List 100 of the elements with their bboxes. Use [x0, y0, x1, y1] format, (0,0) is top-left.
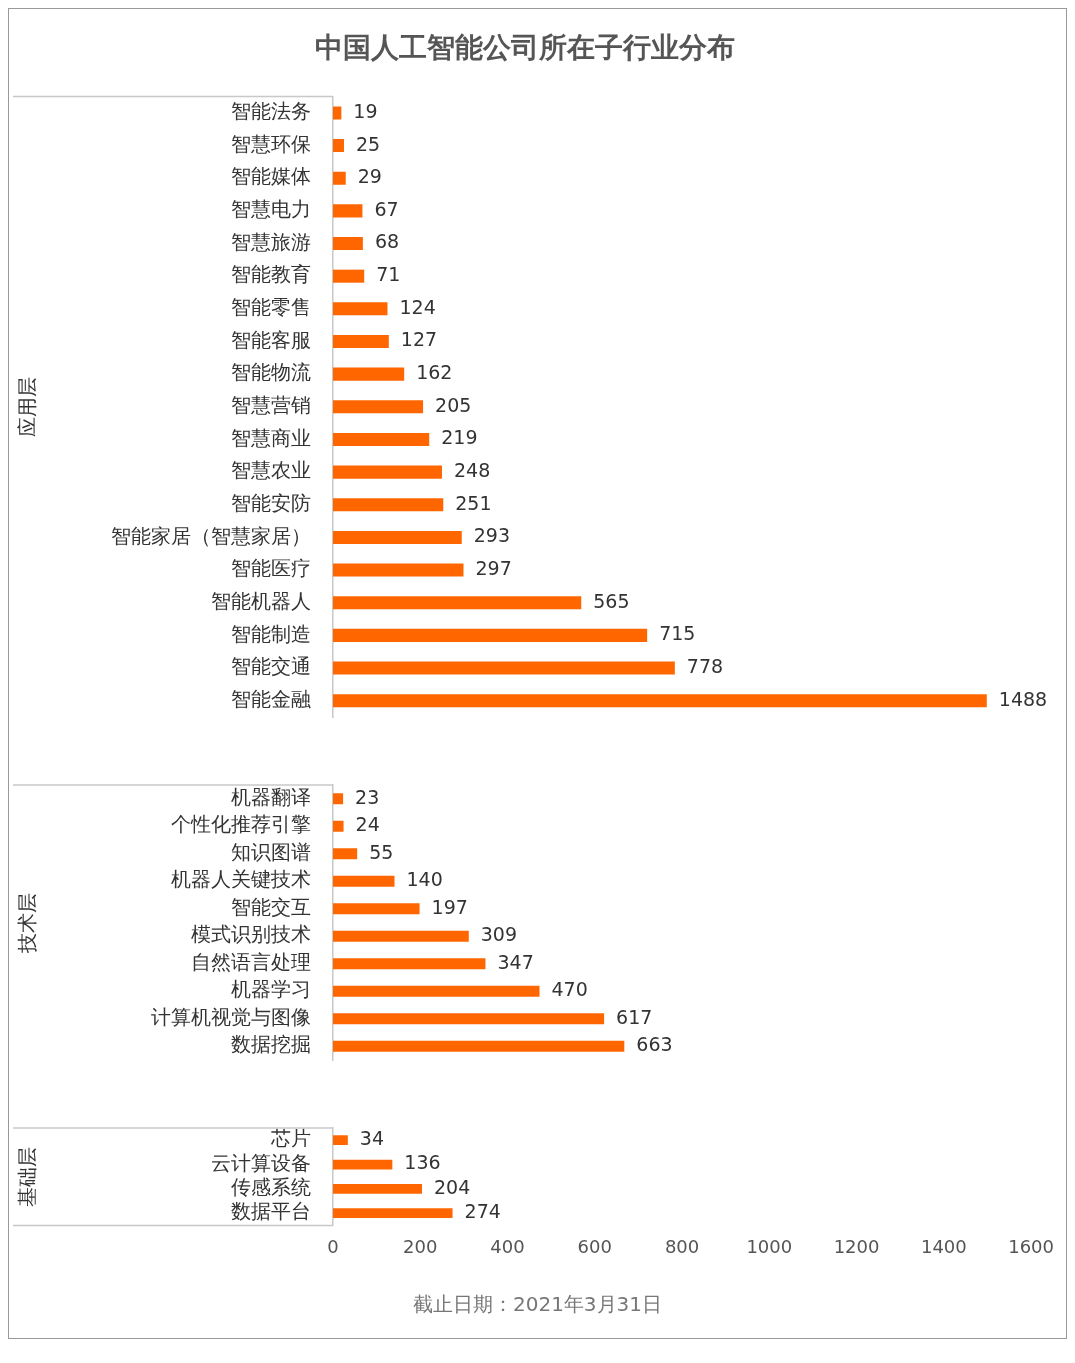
bar — [333, 1208, 453, 1219]
bar — [333, 661, 675, 675]
x-tick-label: 0 — [327, 1235, 339, 1257]
data-label: 34 — [359, 1127, 385, 1150]
data-label: 24 — [355, 813, 380, 836]
data-label: 617 — [616, 1005, 653, 1028]
data-label: 68 — [374, 230, 400, 253]
data-label: 25 — [355, 132, 381, 155]
bar — [333, 139, 344, 153]
y-tick-label: 智能家居（智慧家居） — [111, 523, 311, 548]
y-axis-title: 技术层 — [15, 892, 40, 954]
bar — [333, 465, 442, 479]
x-tick-label: 1400 — [920, 1235, 967, 1257]
bar — [333, 694, 987, 708]
y-tick-label: 智能法务 — [231, 99, 311, 124]
bar — [333, 1013, 605, 1025]
bar — [333, 400, 424, 414]
bar — [333, 596, 582, 610]
y-tick-label: 智慧电力 — [231, 197, 311, 222]
y-tick-label: 芯片 — [270, 1126, 311, 1151]
data-label: 55 — [369, 840, 394, 863]
data-label: 71 — [376, 263, 401, 286]
bar — [333, 1040, 625, 1052]
bar — [333, 171, 346, 185]
y-tick-label: 智能机器人 — [211, 588, 311, 613]
data-label: 205 — [435, 393, 472, 416]
y-tick-label: 智能交互 — [231, 894, 311, 919]
data-label: 251 — [455, 491, 492, 514]
bar — [333, 1159, 393, 1170]
x-tick-label: 1600 — [1008, 1235, 1054, 1257]
x-tick-label: 400 — [490, 1235, 525, 1257]
y-tick-label: 智慧农业 — [231, 458, 311, 483]
x-tick-label: 800 — [664, 1235, 700, 1257]
bar — [333, 1184, 423, 1194]
bar — [333, 958, 486, 970]
y-tick-label: 智能教育 — [231, 262, 311, 287]
data-label: 140 — [406, 868, 443, 891]
bar — [333, 930, 469, 942]
y-tick-label: 智能物流 — [231, 360, 311, 385]
data-label: 663 — [636, 1033, 673, 1056]
y-tick-label: 智慧旅游 — [231, 229, 311, 254]
data-label: 23 — [355, 785, 380, 808]
data-label: 565 — [593, 589, 630, 612]
data-label: 124 — [399, 295, 436, 318]
bar — [333, 848, 358, 860]
y-tick-label: 智慧营销 — [231, 393, 311, 417]
y-tick-label: 机器翻译 — [231, 784, 311, 809]
data-label: 127 — [400, 328, 438, 351]
y-tick-label: 机器学习 — [231, 977, 311, 1002]
data-label: 162 — [416, 361, 453, 384]
bar — [333, 903, 420, 915]
data-label: 29 — [357, 165, 382, 188]
data-label: 715 — [659, 622, 696, 645]
x-tick-label: 200 — [403, 1235, 438, 1257]
bar — [333, 530, 462, 544]
bar — [333, 302, 388, 316]
data-label: 293 — [473, 524, 510, 547]
text: 截止日期：2021年3月31日 — [411, 1291, 664, 1318]
y-tick-label: 智能客服 — [231, 327, 311, 352]
data-label: 1488 — [998, 687, 1048, 710]
y-tick-label: 智能金融 — [231, 686, 311, 711]
x-tick-label: 1000 — [746, 1235, 793, 1257]
y-axis-title: 基础层 — [15, 1146, 40, 1207]
data-label: 297 — [475, 557, 512, 579]
y-tick-label: 智能安防 — [231, 490, 311, 515]
x-tick-label: 600 — [577, 1235, 612, 1257]
bar — [333, 432, 430, 446]
data-label: 470 — [551, 978, 588, 1001]
y-tick-label: 智能媒体 — [231, 164, 311, 189]
y-tick-label: 云计算设备 — [211, 1150, 311, 1175]
data-label: 197 — [431, 895, 468, 918]
bar — [333, 1135, 348, 1146]
y-tick-label: 智能零售 — [231, 295, 311, 320]
y-tick-label: 智慧环保 — [231, 131, 311, 156]
y-tick-label: 知识图谱 — [231, 839, 311, 864]
y-tick-label: 模式识别技术 — [191, 922, 311, 947]
data-label: 67 — [374, 197, 399, 220]
y-tick-label: 个性化推荐引擎 — [171, 812, 311, 837]
data-label: 347 — [497, 950, 534, 973]
y-tick-label: 计算机视觉与图像 — [151, 1004, 311, 1029]
data-label: 204 — [434, 1175, 471, 1198]
data-label: 778 — [686, 654, 724, 677]
bar — [333, 985, 540, 997]
bar — [333, 367, 405, 381]
bar — [333, 820, 344, 832]
y-tick-label: 智能制造 — [231, 621, 311, 646]
data-label: 19 — [353, 99, 378, 122]
bar — [333, 498, 444, 512]
bar — [333, 269, 365, 283]
y-tick-label: 数据挖掘 — [231, 1032, 311, 1057]
bar — [333, 628, 648, 642]
y-tick-label: 智慧商业 — [231, 425, 311, 450]
data-label: 136 — [404, 1151, 441, 1174]
bar — [333, 875, 395, 887]
y-tick-label: 机器人关键技术 — [171, 867, 311, 892]
data-label: 274 — [464, 1200, 501, 1223]
y-tick-label: 自然语言处理 — [191, 949, 311, 974]
y-tick-label: 传感系统 — [231, 1175, 311, 1200]
data-label: 248 — [453, 459, 491, 482]
bar — [333, 237, 363, 251]
